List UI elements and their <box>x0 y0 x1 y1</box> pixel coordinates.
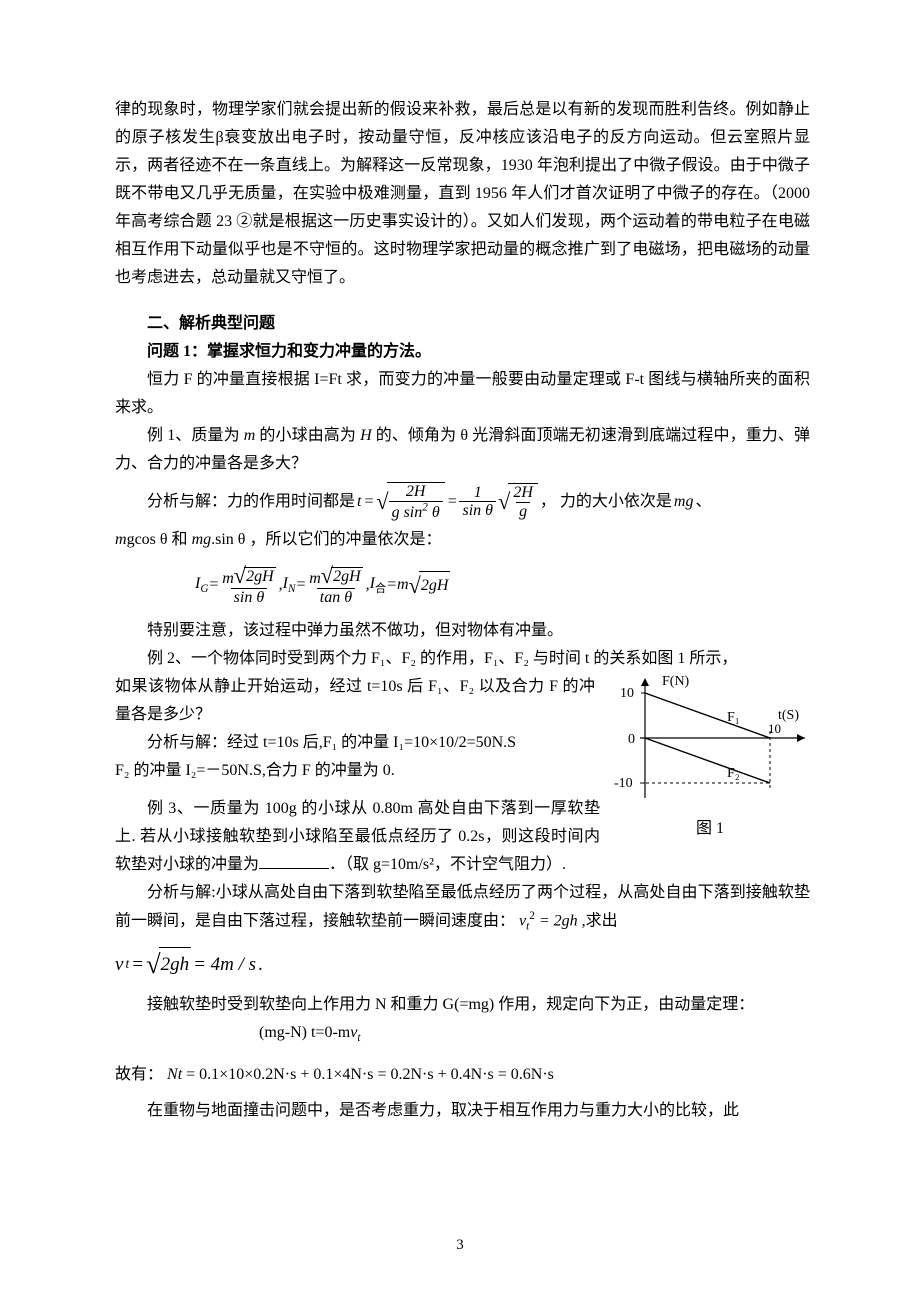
var-m: m <box>244 427 256 444</box>
den-g: g <box>519 503 527 520</box>
blank-answer <box>259 868 329 869</box>
dot: . <box>258 948 263 981</box>
vt-eq: = <box>131 948 144 981</box>
problem-1-title: 问题 1：掌握求恒力和变力冲量的方法。 <box>115 338 810 366</box>
eq: = <box>295 571 306 599</box>
eq2: = <box>447 488 458 516</box>
ex3-l1b: ．（取 g=10m/s²，不计空气阻力）. <box>329 856 566 873</box>
ex1-post2: 、 <box>695 488 711 516</box>
ex1-post1: ， 力的大小依次是 <box>540 488 672 516</box>
den-sin: sin θ <box>459 501 496 520</box>
IG: IG <box>195 570 208 600</box>
ex3-ans-post: ,求出 <box>582 912 618 929</box>
x-axis-label: t(S) <box>778 708 799 723</box>
frac-IG: m√2gH sin θ <box>219 564 278 607</box>
l4-sub: t <box>357 1033 360 1045</box>
y-axis-label: F(N) <box>662 674 690 689</box>
page: 律的现象时，物理学家们就会提出新的假设来补救，最后总是以有新的发现而胜利告终。例… <box>0 0 920 1300</box>
impulse-formula: IG = m√2gH sin θ , IN = m√2gH tan θ , I合… <box>195 564 810 607</box>
section-2-title: 二、解析典型问题 <box>115 310 810 338</box>
vt-v: v <box>115 948 123 981</box>
vt-sub: t <box>526 920 529 932</box>
m-pre: m <box>115 531 127 548</box>
closing-paragraph: 在重物与地面撞击问题中，是否考虑重力，取决于相互作用力与重力大小的比较，此 <box>115 1097 810 1125</box>
vt-val: = 4m / s <box>193 948 256 981</box>
example-2-ans1: 分析与解：经过 t=10s 后,F₁ 的冲量 I₁=10×10/2=50N.S <box>115 729 595 757</box>
page-number: 3 <box>0 1232 920 1258</box>
ytick-m10: -10 <box>614 776 633 791</box>
nt-calc: = 0.1×10×0.2N·s + 0.1×4N·s = 0.2N·s + 0.… <box>182 1066 554 1083</box>
figure-1-svg: F(N) 10 0 -10 t(S) F₁ F₂ 10 <box>610 673 810 803</box>
mg-2: mg <box>192 531 212 548</box>
vt-sub2: t <box>125 952 129 975</box>
num-2H: 2H <box>406 483 426 500</box>
ex1-label: 例 1、质量为 <box>147 427 244 444</box>
gcos: gcos θ 和 <box>127 531 192 548</box>
ex1-analysis-pre: 分析与解：力的作用时间都是 <box>147 488 355 516</box>
figure-1-caption: 图 1 <box>610 815 810 843</box>
Nt: Nt <box>167 1066 182 1083</box>
l4-pre: (mg-N) t=0-m <box>259 1024 350 1041</box>
frac-IN: m√2gH tan θ <box>306 564 365 607</box>
eq: = <box>208 571 219 599</box>
sqrt-1: √ 2H g sin2 θ <box>376 482 444 522</box>
var-t: t <box>357 488 361 516</box>
nt-line: 故有： Nt = 0.1×10×0.2N·s + 0.1×4N·s = 0.2N… <box>115 1061 810 1089</box>
sqrt-Ihe: √2gH <box>409 566 451 605</box>
num-1: 1 <box>471 484 485 502</box>
sin-post: .sin θ ，所以它们的冲量依次是： <box>211 531 441 548</box>
ytick-10: 10 <box>620 686 634 701</box>
eq: = <box>386 571 397 599</box>
example-3-line4: (mg-N) t=0-mvt <box>259 1019 810 1049</box>
var-H: H <box>360 427 372 444</box>
ytick-0: 0 <box>628 732 635 747</box>
sqrt-2: √ 2H g <box>498 482 538 521</box>
F1-label: F₁ <box>727 710 740 725</box>
ex3-ans-pre: 分析与解:小球从高处自由下落到软垫陷至最低点经历了两个过程，从高处自由下落到接触… <box>115 884 810 929</box>
example-1-text: 例 1、质量为 m 的小球由高为 H 的、倾角为 θ 光滑斜面顶端无初速滑到底端… <box>115 422 810 478</box>
example-1-analysis-line1: 分析与解：力的作用时间都是 t = √ 2H g sin2 θ = 1 sin … <box>115 482 810 522</box>
eq1: = <box>363 488 374 516</box>
example-2-line2: 如果该物体从静止开始运动，经过 t=10s 后 F₁、F₂ 以及合力 F 的冲量… <box>115 673 595 729</box>
Ihe: I合 <box>370 570 387 600</box>
nt-pre: 故有： <box>115 1066 163 1083</box>
eq-2gh: = 2gh <box>535 912 578 929</box>
num-2H2: 2H <box>513 484 533 501</box>
example-2-line1: 例 2、一个物体同时受到两个力 F₁、F₂ 的作用，F₁、F₂ 与时间 t 的关… <box>115 645 810 673</box>
sqrt-2gh: √2gh <box>146 941 191 988</box>
xtick-10: 10 <box>768 721 781 736</box>
F2-label: F₂ <box>727 766 740 781</box>
example-1-note: 特别要注意，该过程中弹力虽然不做功，但对物体有冲量。 <box>115 617 810 645</box>
frac-1-sin: 1 sin θ <box>459 484 496 520</box>
example-2-ans2: F₂ 的冲量 I₂=－50N.S,合力 F 的冲量为 0. <box>115 757 595 785</box>
top-continuation-paragraph: 律的现象时，物理学家们就会提出新的假设来补救，最后总是以有新的发现而胜利告终。例… <box>115 96 810 292</box>
den-gsin2: g sin2 θ <box>392 504 440 521</box>
mg-1: mg <box>674 488 694 516</box>
figure-1: F(N) 10 0 -10 t(S) F₁ F₂ 10 图 1 <box>610 673 810 843</box>
example-3-line3: 接触软垫时受到软垫向上作用力 N 和重力 G(=mg) 作用，规定向下为正，由动… <box>115 991 810 1019</box>
example-1-analysis-line2: mgcos θ 和 mg.sin θ ，所以它们的冲量依次是： <box>115 526 810 554</box>
vt-equation: vt = √2gh = 4m / s . <box>115 941 810 988</box>
problem-1-text: 恒力 F 的冲量直接根据 I=Ft 求，而变力的冲量一般要由动量定理或 F-t … <box>115 366 810 422</box>
IN: IN <box>283 570 296 600</box>
ex1-mid1: 的小球由高为 <box>255 427 360 444</box>
example-3-analysis: 分析与解:小球从高处自由下落到软垫陷至最低点经历了两个过程，从高处自由下落到接触… <box>115 879 810 937</box>
